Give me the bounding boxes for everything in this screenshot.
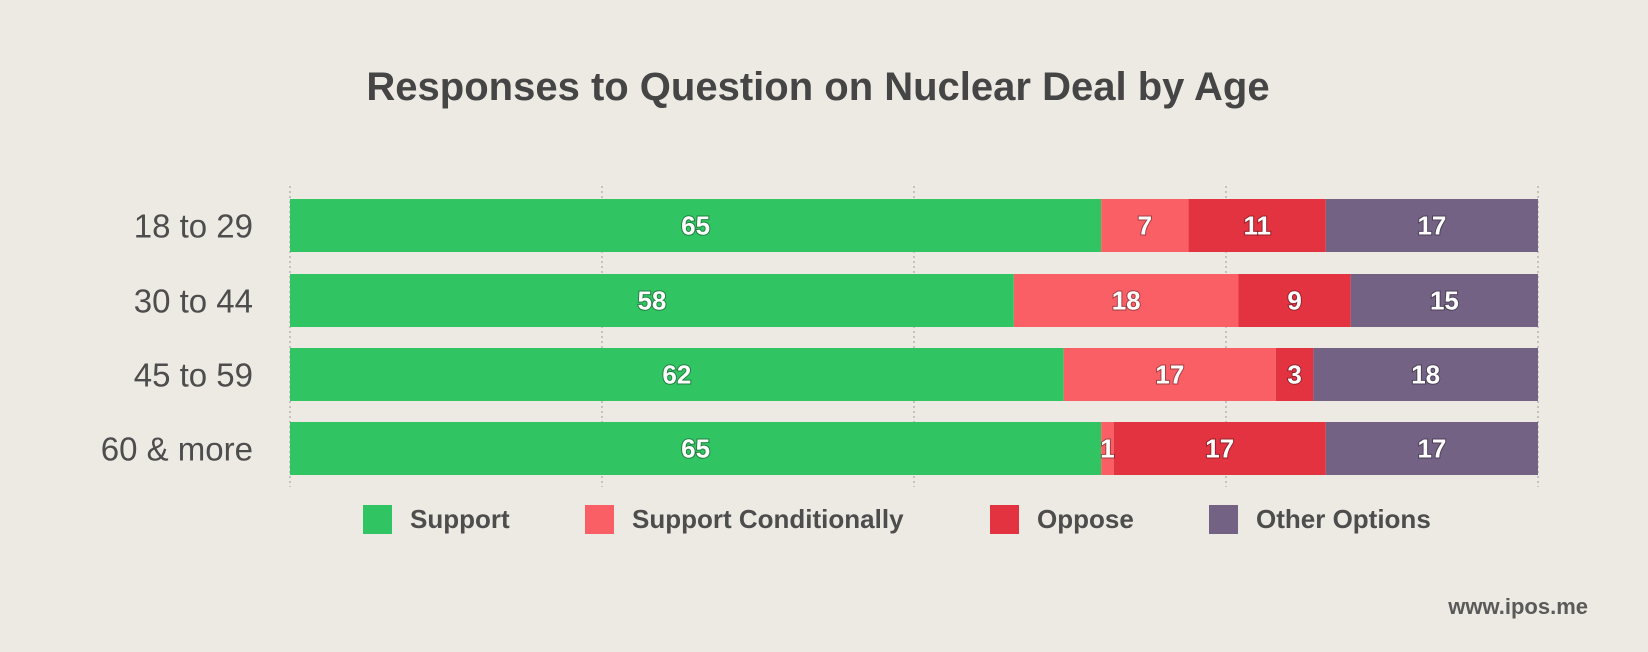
bar-segment <box>1101 199 1189 252</box>
bar-segment <box>1325 422 1538 475</box>
legend: Support Support Conditionally Oppose Other … <box>363 504 1431 534</box>
bar-segment <box>1275 348 1314 401</box>
data-label: 65 <box>681 211 710 241</box>
legend-label: Oppose <box>1037 504 1134 534</box>
data-label: 1 <box>1100 434 1114 464</box>
chart-title: Responses to Question on Nuclear Deal by… <box>366 65 1269 109</box>
data-label: 11 <box>1243 211 1271 241</box>
category-label: 18 to 29 <box>134 208 253 245</box>
category-label: 45 to 59 <box>134 357 253 394</box>
source-label: www.ipos.me <box>1447 594 1588 619</box>
legend-swatch <box>1209 505 1238 534</box>
data-label: 65 <box>681 434 710 464</box>
category-labels: 18 to 29 30 to 44 45 to 59 60 & more <box>101 208 253 468</box>
legend-label: Other Options <box>1256 504 1431 534</box>
data-label: 17 <box>1205 434 1234 464</box>
data-label: 62 <box>662 360 691 390</box>
bar-segment <box>290 199 1102 252</box>
bar-segments <box>290 199 1538 475</box>
bar-segment <box>1313 348 1538 401</box>
data-label: 58 <box>637 286 666 316</box>
legend-swatch <box>363 505 392 534</box>
category-label: 60 & more <box>101 431 253 468</box>
legend-label: Support <box>410 504 510 534</box>
bar-segment <box>1013 274 1239 327</box>
data-label: 17 <box>1417 434 1446 464</box>
data-label: 15 <box>1430 286 1459 316</box>
legend-swatch <box>990 505 1019 534</box>
bar-segment <box>290 274 1014 327</box>
bar-segment <box>1238 274 1351 327</box>
bar-segment <box>290 348 1064 401</box>
data-label: 9 <box>1287 286 1301 316</box>
data-label: 7 <box>1138 211 1152 241</box>
bar-segment <box>1063 348 1276 401</box>
bar-segment <box>1101 422 1114 475</box>
bar-segment <box>290 422 1102 475</box>
bar-segment <box>1188 199 1326 252</box>
category-label: 30 to 44 <box>134 283 253 320</box>
bar-segment <box>1350 274 1538 327</box>
bar-segment <box>1325 199 1538 252</box>
data-labels: 65 7 11 17 58 18 9 15 62 17 3 18 65 1 17 17 <box>636 210 1459 465</box>
data-label: 17 <box>1155 360 1184 390</box>
data-label: 18 <box>1112 286 1141 316</box>
data-label: 18 <box>1411 360 1440 390</box>
data-label: 17 <box>1417 211 1446 241</box>
legend-label: Support Conditionally <box>632 504 904 534</box>
legend-swatch <box>585 505 614 534</box>
data-label: 3 <box>1287 360 1301 390</box>
bar-segment <box>1113 422 1326 475</box>
